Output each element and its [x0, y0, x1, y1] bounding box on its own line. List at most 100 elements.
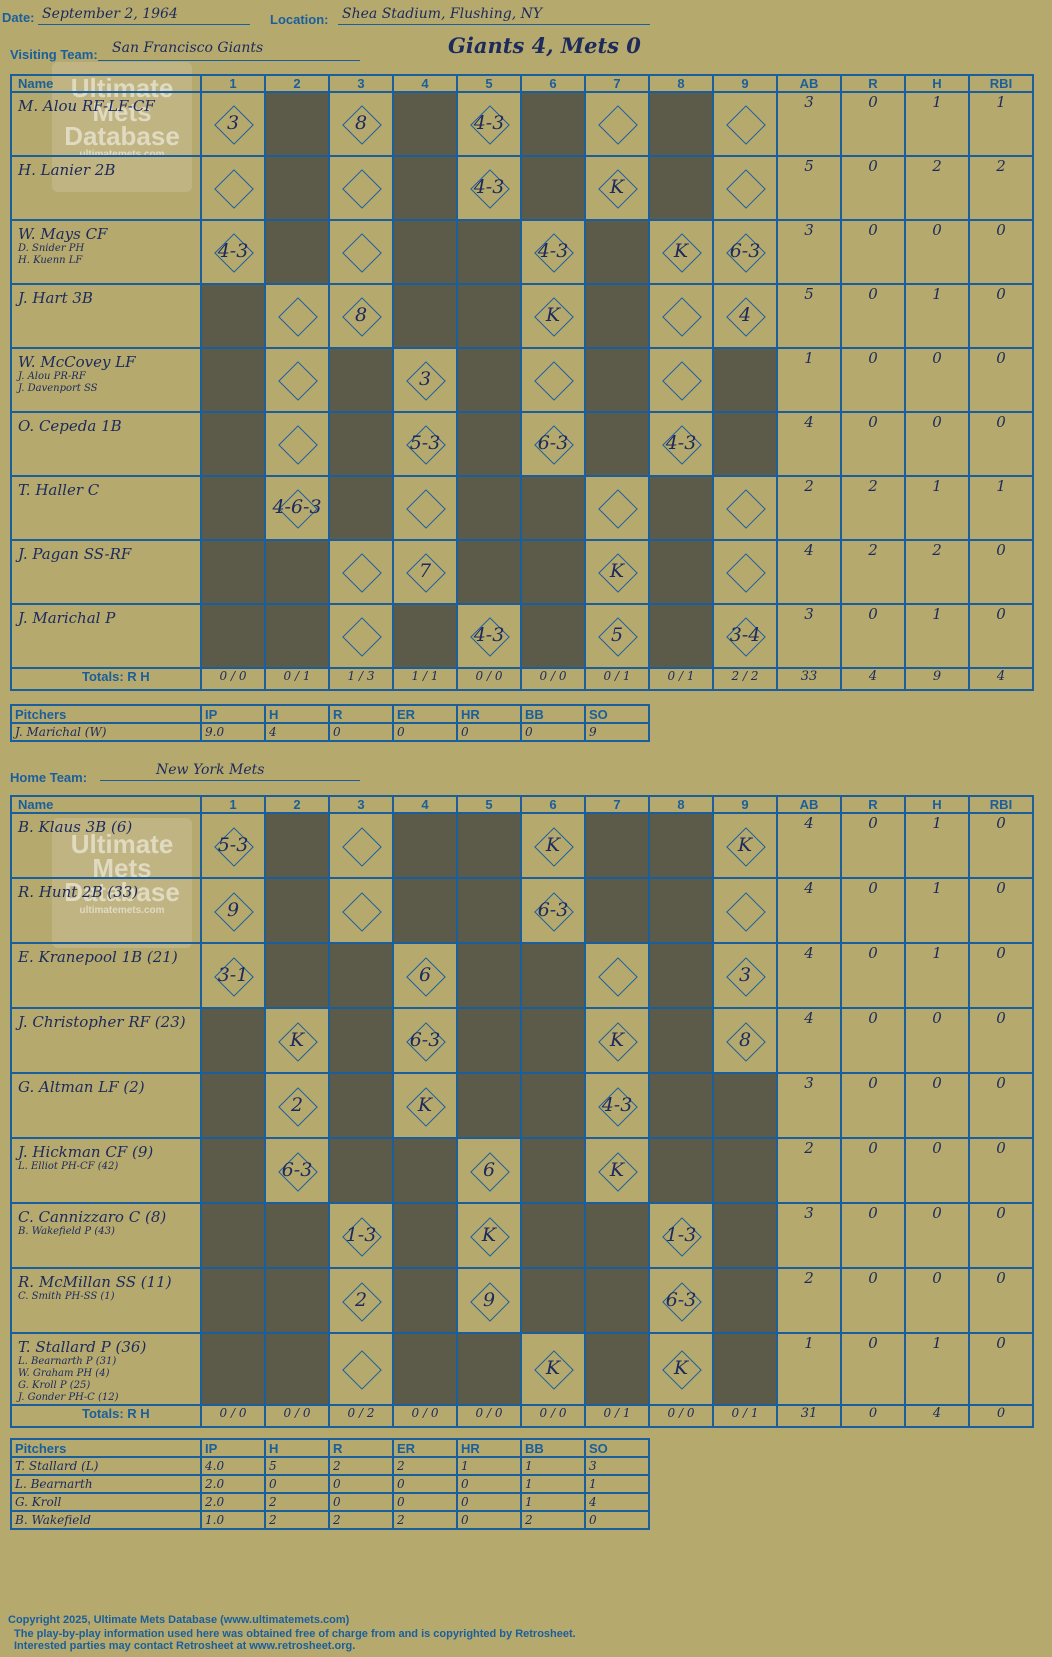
stat-ab: 3: [776, 91, 842, 157]
inning-cell-2: [264, 942, 330, 1009]
inning-cell-1: [200, 1137, 266, 1204]
inning-cell-1: [200, 539, 266, 605]
inning-cell-6: [520, 1267, 586, 1334]
batter-name: W. Mays CF D. Snider PH H. Kuenn LF: [10, 219, 202, 285]
pitcher-stat: 2.0: [200, 1474, 266, 1494]
copyright-line: Copyright 2025, Ultimate Mets Database (…: [8, 1614, 350, 1626]
stat-total-ab: 31: [776, 1404, 842, 1428]
stat-ab: 3: [776, 1072, 842, 1139]
stat-rbi: 0: [968, 603, 1034, 669]
inning-cell-8: [648, 942, 714, 1009]
inning-cell-6: [520, 603, 586, 669]
play-result: 6-3: [409, 1028, 441, 1051]
substitute-name: W. Graham PH (4): [18, 1368, 110, 1379]
substitute-name: L. Elliot PH-CF (42): [18, 1161, 119, 1172]
inning-cell-6: [520, 155, 586, 221]
diamond-icon: [726, 169, 766, 209]
pitcher-stat: 4: [584, 1492, 650, 1512]
play-result: 6-3: [665, 1288, 697, 1311]
play-result: K: [609, 176, 625, 198]
batter-name-text: J. Marichal P: [18, 609, 116, 627]
play-result: K: [609, 1158, 625, 1181]
stat-ab: 1: [776, 347, 842, 413]
play-result: 6-3: [281, 1158, 313, 1181]
stat-rbi: 0: [968, 1072, 1034, 1139]
play-result: 3: [226, 112, 240, 134]
stat-r: 0: [840, 1072, 906, 1139]
play-result: 9: [482, 1288, 496, 1311]
batter-name: J. Hart 3B: [10, 283, 202, 349]
pitcher-header-er: ER: [392, 1438, 458, 1458]
diamond-icon: [662, 361, 702, 401]
inning-cell-1: 9: [200, 877, 266, 944]
inning-cell-4: [392, 603, 458, 669]
substitute-name: G. Kroll P (25): [18, 1380, 91, 1391]
inning-cell-2: [264, 155, 330, 221]
inning-cell-1: [200, 1332, 266, 1406]
pitcher-stat: 9.0: [200, 722, 266, 742]
diamond-icon: [214, 169, 254, 209]
inning-cell-2: K: [264, 1007, 330, 1074]
play-result: K: [289, 1028, 305, 1051]
play-result: K: [545, 1357, 561, 1379]
stat-h: 2: [904, 155, 970, 221]
diamond-icon: [726, 553, 766, 593]
diamond-icon: [342, 169, 382, 209]
pitcher-stat: 5: [264, 1456, 330, 1476]
stat-r: 0: [840, 812, 906, 879]
play-result: 4-3: [665, 432, 697, 454]
pitcher-stat: 2: [328, 1456, 394, 1476]
play-result: 4-3: [601, 1093, 633, 1116]
inning-cell-5: [456, 475, 522, 541]
inning-cell-9: [712, 347, 778, 413]
inning-total-9: 0 / 1: [712, 1404, 778, 1428]
inning-cell-3: [328, 1137, 394, 1204]
batter-row: J. Marichal P 4-3 5 3-4 3 0 1 0: [10, 603, 1034, 669]
inning-cell-7: [584, 91, 650, 157]
inning-cell-5: [456, 942, 522, 1009]
inning-cell-5: [456, 219, 522, 285]
batter-name: T. Stallard P (36) L. Bearnarth P (31) W. …: [10, 1332, 202, 1406]
inning-cell-8: [648, 283, 714, 349]
pitcher-stat: 2: [264, 1510, 330, 1530]
pitcher-header-so: SO: [584, 704, 650, 724]
batter-name-text: G. Altman LF (2): [18, 1078, 145, 1096]
batter-name: E. Kranepool 1B (21): [10, 942, 202, 1009]
batter-name: C. Cannizzaro C (8) B. Wakefield P (43): [10, 1202, 202, 1269]
inning-cell-5: 6: [456, 1137, 522, 1204]
pitcher-stat: 1: [584, 1474, 650, 1494]
inning-cell-1: 3-1: [200, 942, 266, 1009]
inning-cell-9: [712, 155, 778, 221]
inning-cell-5: [456, 1332, 522, 1406]
home-team-name: New York Mets: [156, 762, 265, 778]
batter-name: R. McMillan SS (11) C. Smith PH-SS (1): [10, 1267, 202, 1334]
inning-cell-4: [392, 1332, 458, 1406]
stat-r: 0: [840, 603, 906, 669]
inning-total-4: 1 / 1: [392, 667, 458, 691]
pitcher-row: B. Wakefield 1.0 2 2 2 0 2 0: [10, 1510, 650, 1530]
batter-name: B. Klaus 3B (6): [10, 812, 202, 879]
inning-cell-8: [648, 475, 714, 541]
pitcher-header-r: R: [328, 1438, 394, 1458]
stat-r: 0: [840, 219, 906, 285]
stat-total-h: 4: [904, 1404, 970, 1428]
inning-cell-4: [392, 877, 458, 944]
inning-cell-7: K: [584, 1137, 650, 1204]
pitcher-stat: 0: [456, 722, 522, 742]
stat-total-rbi: 4: [968, 667, 1034, 691]
inning-cell-3: [328, 812, 394, 879]
inning-total-8: 0 / 1: [648, 667, 714, 691]
batter-name-text: B. Klaus 3B (6): [18, 818, 133, 836]
inning-cell-3: [328, 347, 394, 413]
play-result: 4: [738, 304, 752, 326]
home-team-label: Home Team:: [10, 770, 88, 785]
inning-cell-2: [264, 603, 330, 669]
stat-total-rbi: 0: [968, 1404, 1034, 1428]
inning-cell-7: [584, 411, 650, 477]
inning-cell-6: [520, 942, 586, 1009]
batter-row: R. McMillan SS (11) C. Smith PH-SS (1) 2 9 6…: [10, 1267, 1034, 1334]
batter-name: H. Lanier 2B: [10, 155, 202, 221]
inning-cell-4: [392, 91, 458, 157]
inning-cell-4: 6: [392, 942, 458, 1009]
